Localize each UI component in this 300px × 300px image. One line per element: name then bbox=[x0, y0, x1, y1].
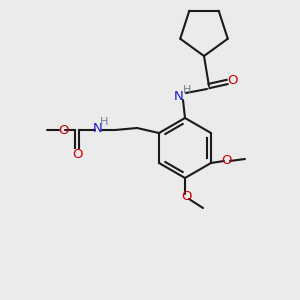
Text: O: O bbox=[58, 124, 68, 136]
Text: N: N bbox=[174, 89, 184, 103]
Text: O: O bbox=[181, 190, 191, 203]
Text: O: O bbox=[222, 154, 232, 167]
Text: O: O bbox=[72, 148, 82, 161]
Text: H: H bbox=[183, 85, 191, 95]
Text: H: H bbox=[100, 117, 108, 127]
Text: O: O bbox=[227, 74, 237, 88]
Text: N: N bbox=[93, 122, 103, 134]
